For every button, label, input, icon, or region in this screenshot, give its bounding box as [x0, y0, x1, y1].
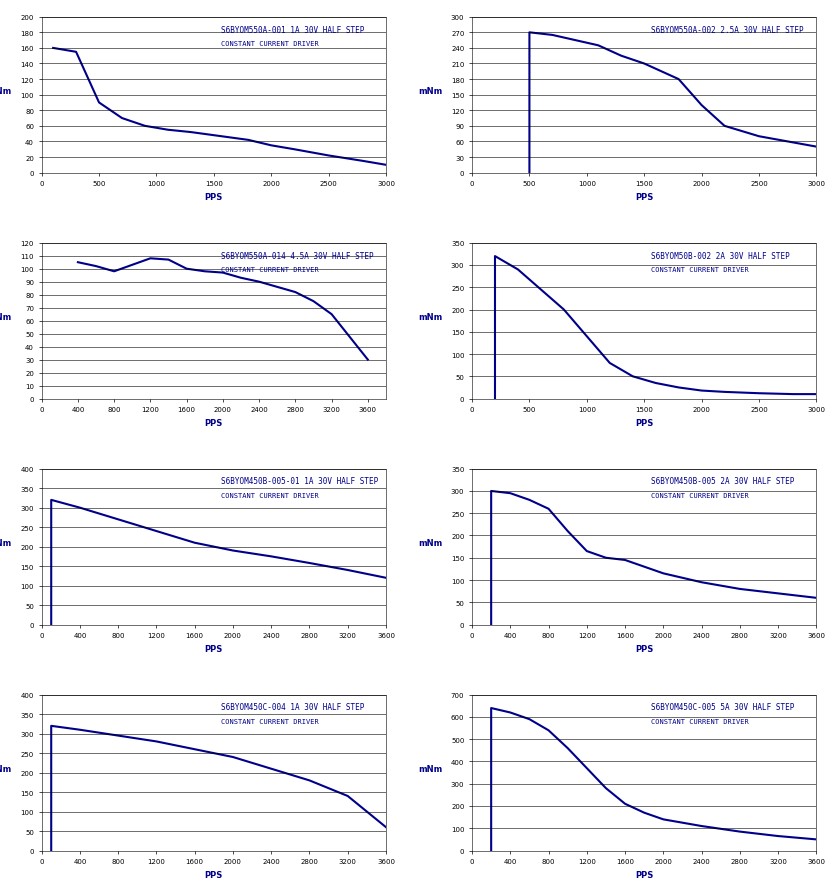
Text: S6BYOM450B-005-01 1A 30V HALF STEP: S6BYOM450B-005-01 1A 30V HALF STEP — [221, 477, 378, 486]
Text: S6BYOM550A-001 1A 30V HALF STEP: S6BYOM550A-001 1A 30V HALF STEP — [221, 26, 364, 35]
Text: S6BYOM450C-004 1A 30V HALF STEP: S6BYOM450C-004 1A 30V HALF STEP — [221, 703, 364, 711]
Text: S6BYOM550A-002 2.5A 30V HALF STEP: S6BYOM550A-002 2.5A 30V HALF STEP — [651, 26, 804, 35]
X-axis label: PPS: PPS — [205, 870, 223, 879]
X-axis label: PPS: PPS — [205, 644, 223, 653]
Y-axis label: mNm: mNm — [418, 764, 442, 773]
Text: S6BYOM450C-005 5A 30V HALF STEP: S6BYOM450C-005 5A 30V HALF STEP — [651, 703, 795, 711]
Text: S6BYOM450B-005 2A 30V HALF STEP: S6BYOM450B-005 2A 30V HALF STEP — [651, 477, 795, 486]
X-axis label: PPS: PPS — [205, 192, 223, 201]
X-axis label: PPS: PPS — [635, 192, 653, 201]
Y-axis label: mNm: mNm — [418, 87, 442, 96]
Text: CONSTANT CURRENT DRIVER: CONSTANT CURRENT DRIVER — [651, 719, 749, 724]
Y-axis label: mNm: mNm — [0, 312, 12, 322]
Text: S6BYOM50B-002 2A 30V HALF STEP: S6BYOM50B-002 2A 30V HALF STEP — [651, 252, 790, 260]
X-axis label: PPS: PPS — [635, 870, 653, 879]
Text: S6BYOM550A-014 4.5A 30V HALF STEP: S6BYOM550A-014 4.5A 30V HALF STEP — [221, 252, 373, 260]
Text: CONSTANT CURRENT DRIVER: CONSTANT CURRENT DRIVER — [651, 267, 749, 273]
X-axis label: PPS: PPS — [635, 644, 653, 653]
Y-axis label: mNm: mNm — [418, 312, 442, 322]
Y-axis label: mNm: mNm — [0, 538, 12, 547]
Y-axis label: mNm: mNm — [0, 87, 12, 96]
Y-axis label: mNm: mNm — [418, 538, 442, 547]
Text: CONSTANT CURRENT DRIVER: CONSTANT CURRENT DRIVER — [221, 41, 318, 47]
Text: CONSTANT CURRENT DRIVER: CONSTANT CURRENT DRIVER — [221, 267, 318, 273]
X-axis label: PPS: PPS — [635, 418, 653, 427]
Text: CONSTANT CURRENT DRIVER: CONSTANT CURRENT DRIVER — [221, 719, 318, 724]
Text: CONSTANT CURRENT DRIVER: CONSTANT CURRENT DRIVER — [221, 493, 318, 499]
Text: CONSTANT CURRENT DRIVER: CONSTANT CURRENT DRIVER — [651, 493, 749, 499]
X-axis label: PPS: PPS — [205, 418, 223, 427]
Y-axis label: mNm: mNm — [0, 764, 12, 773]
